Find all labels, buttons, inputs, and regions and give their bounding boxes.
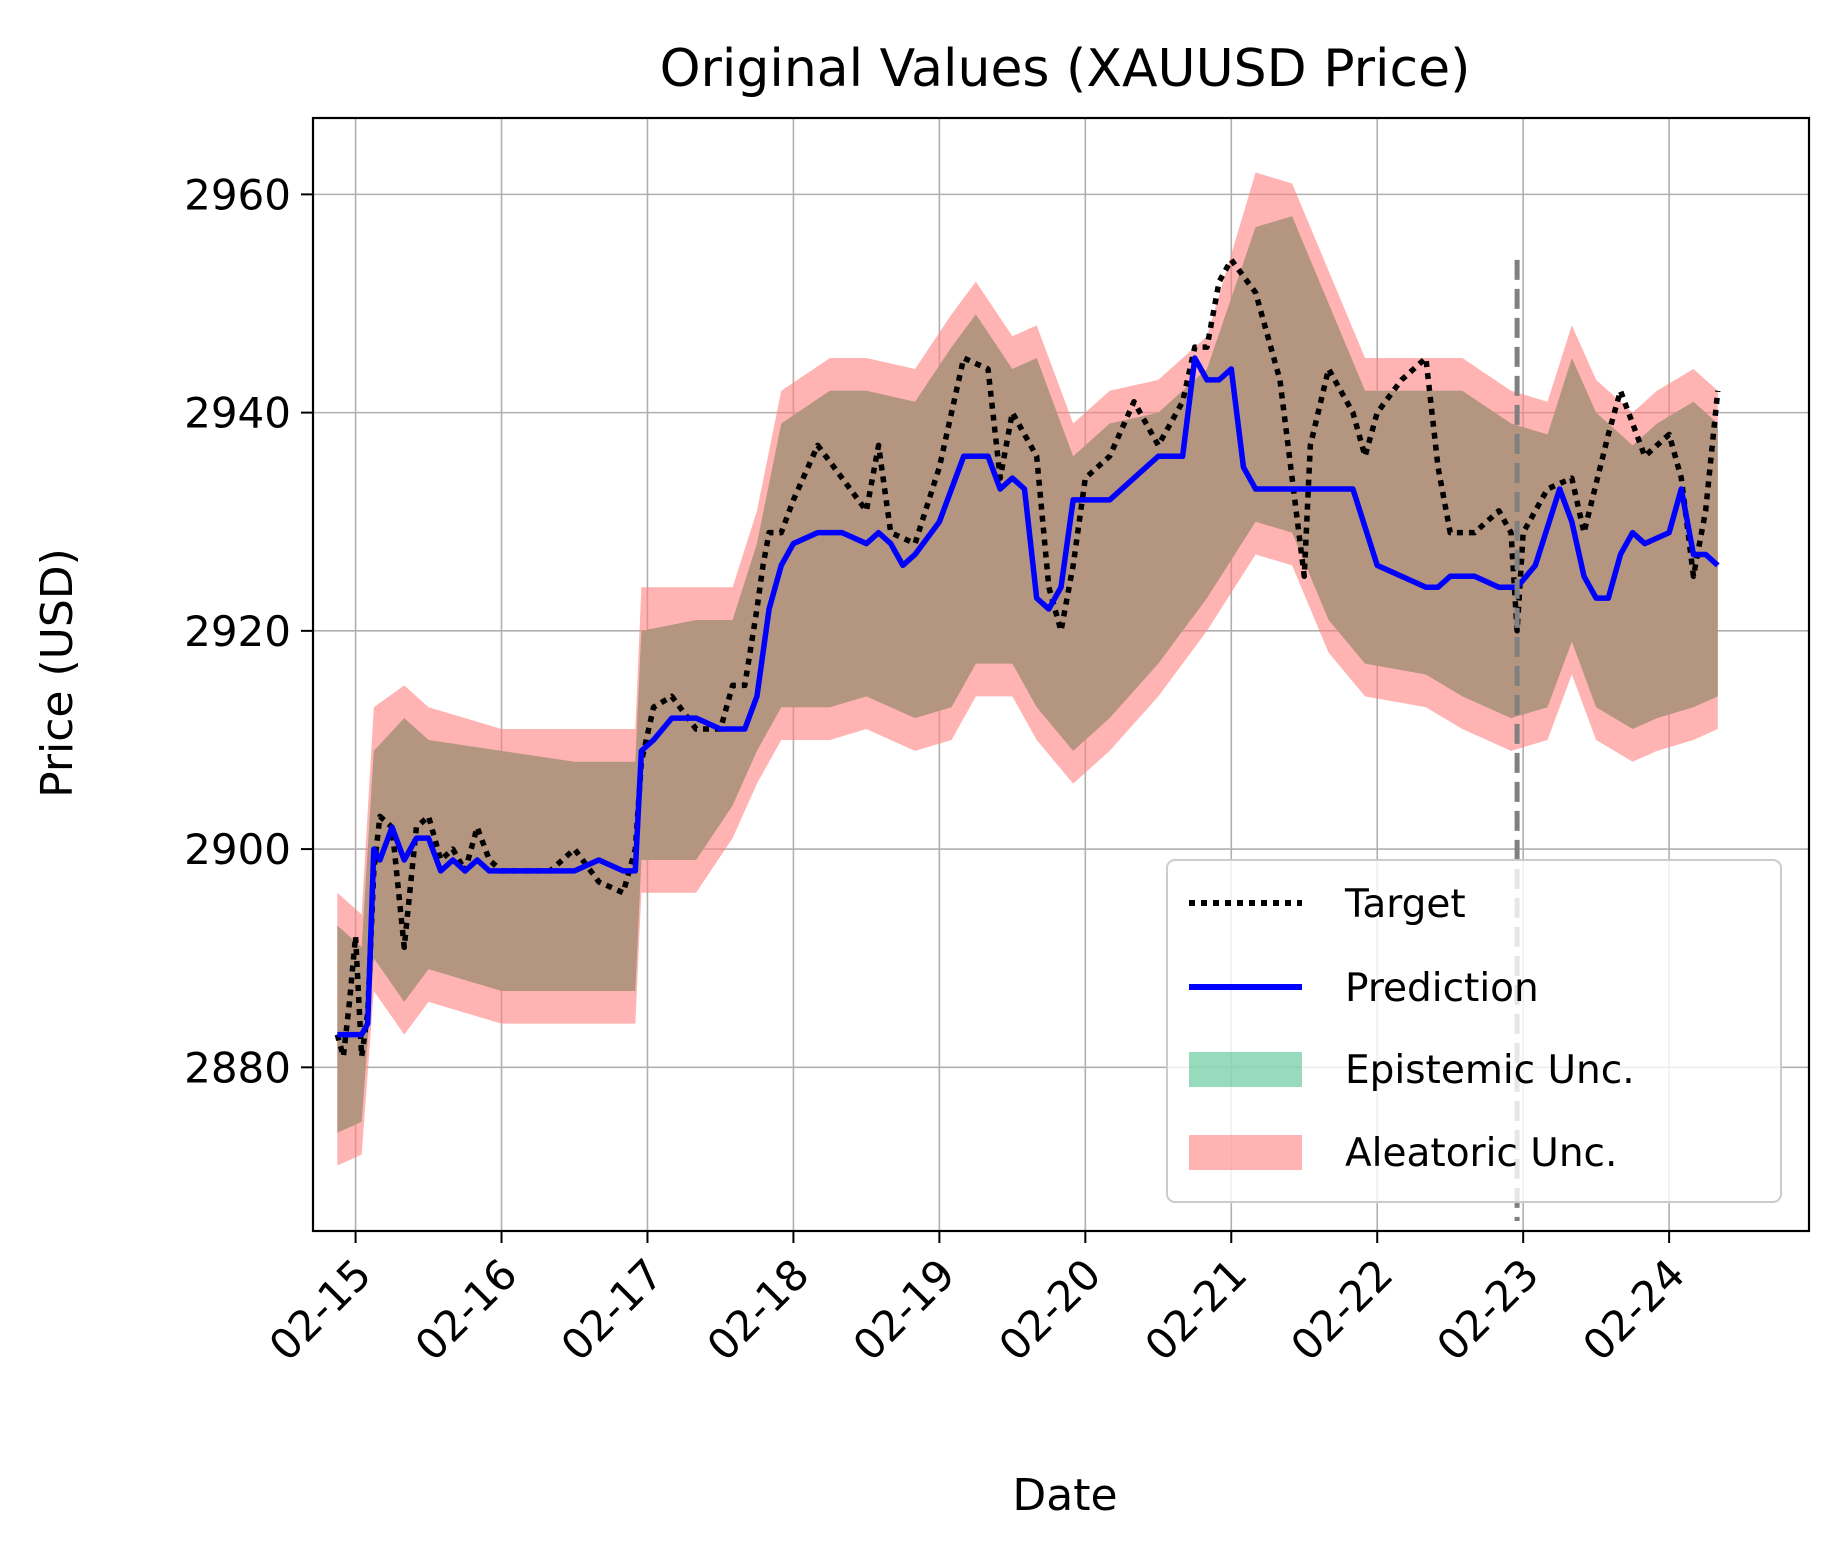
y-tick-label: 2940 <box>184 389 291 438</box>
y-tick-label: 2920 <box>184 607 291 656</box>
prediction-series-line <box>337 355 1720 1038</box>
target-series-line <box>334 257 1721 1060</box>
y-tick-label: 2880 <box>184 1043 291 1092</box>
uncertainty-bands <box>337 172 1718 1166</box>
legend-aleatoric-swatch <box>1189 1135 1302 1170</box>
y-axis-label: Price (USD) <box>32 548 83 798</box>
legend-frame <box>1166 859 1782 1203</box>
chart-title: Original Values (XAUUSD Price) <box>660 39 1471 99</box>
legend-prediction-label: Prediction <box>1345 966 1539 1011</box>
x-axis-label: Date <box>1012 1470 1117 1521</box>
y-tick-label: 2900 <box>184 825 291 874</box>
legend-epistemic-swatch <box>1189 1052 1302 1087</box>
plot-frame <box>311 116 1811 1233</box>
series-lines <box>334 257 1721 1060</box>
legend-aleatoric-label: Aleatoric Unc. <box>1345 1131 1617 1176</box>
legend: Target Prediction Epistemic Unc. Aleator… <box>1166 859 1782 1203</box>
epistemic-uncertainty-band <box>337 216 1718 1133</box>
legend-target-label: Target <box>1344 882 1466 927</box>
legend-epistemic-label: Epistemic Unc. <box>1345 1048 1635 1093</box>
y-tick-label: 2960 <box>184 170 291 219</box>
